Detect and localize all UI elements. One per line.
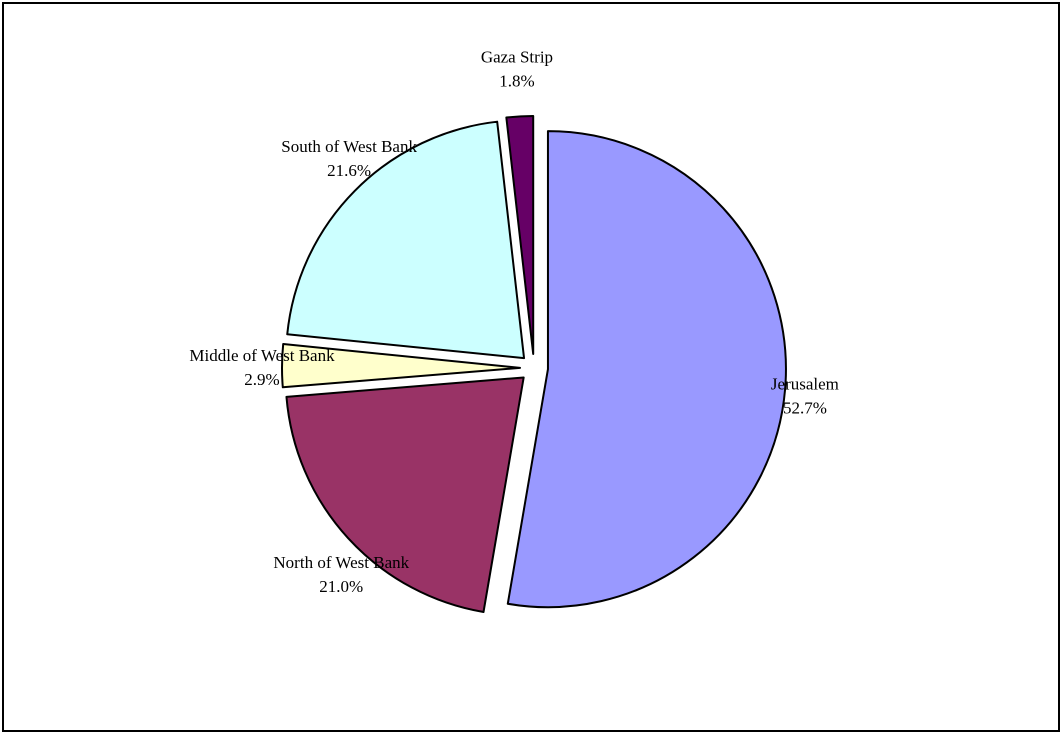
pie-chart: Jerusalem 52.7% North of West Bank 21.0% Mid… bbox=[189, 47, 839, 614]
pie-label-category: Middle of West Bank bbox=[189, 346, 335, 365]
pie-label-percent: 21.6% bbox=[327, 161, 371, 180]
pie-slice-gaza-strip bbox=[505, 115, 535, 356]
pie-label-gaza-strip: Gaza Strip 1.8% bbox=[481, 47, 553, 90]
pie-label-jerusalem: Jerusalem 52.7% bbox=[771, 375, 839, 418]
pie-label-north-of-west-bank: North of West Bank 21.0% bbox=[273, 553, 409, 596]
pie-label-percent: 52.7% bbox=[783, 399, 827, 418]
pie-slice-middle-of-west-bank bbox=[281, 342, 522, 389]
pie-labels: Jerusalem 52.7% North of West Bank 21.0% Mid… bbox=[189, 47, 838, 595]
pie-label-category: Gaza Strip bbox=[481, 47, 553, 66]
pie-label-percent: 2.9% bbox=[244, 370, 279, 389]
pie-slice-south-of-west-bank bbox=[286, 120, 526, 360]
pie-slice-north-of-west-bank bbox=[285, 376, 525, 614]
pie-label-category: Jerusalem bbox=[771, 375, 839, 394]
pie-label-percent: 21.0% bbox=[319, 577, 363, 596]
pie-label-category: South of West Bank bbox=[281, 137, 417, 156]
pie-label-percent: 1.8% bbox=[499, 71, 534, 90]
pie-slice-jerusalem bbox=[506, 130, 787, 609]
pie-label-south-of-west-bank: South of West Bank 21.6% bbox=[281, 137, 417, 180]
pie-label-middle-of-west-bank: Middle of West Bank 2.9% bbox=[189, 346, 335, 389]
pie-slices bbox=[281, 115, 787, 614]
pie-label-category: North of West Bank bbox=[273, 553, 409, 572]
